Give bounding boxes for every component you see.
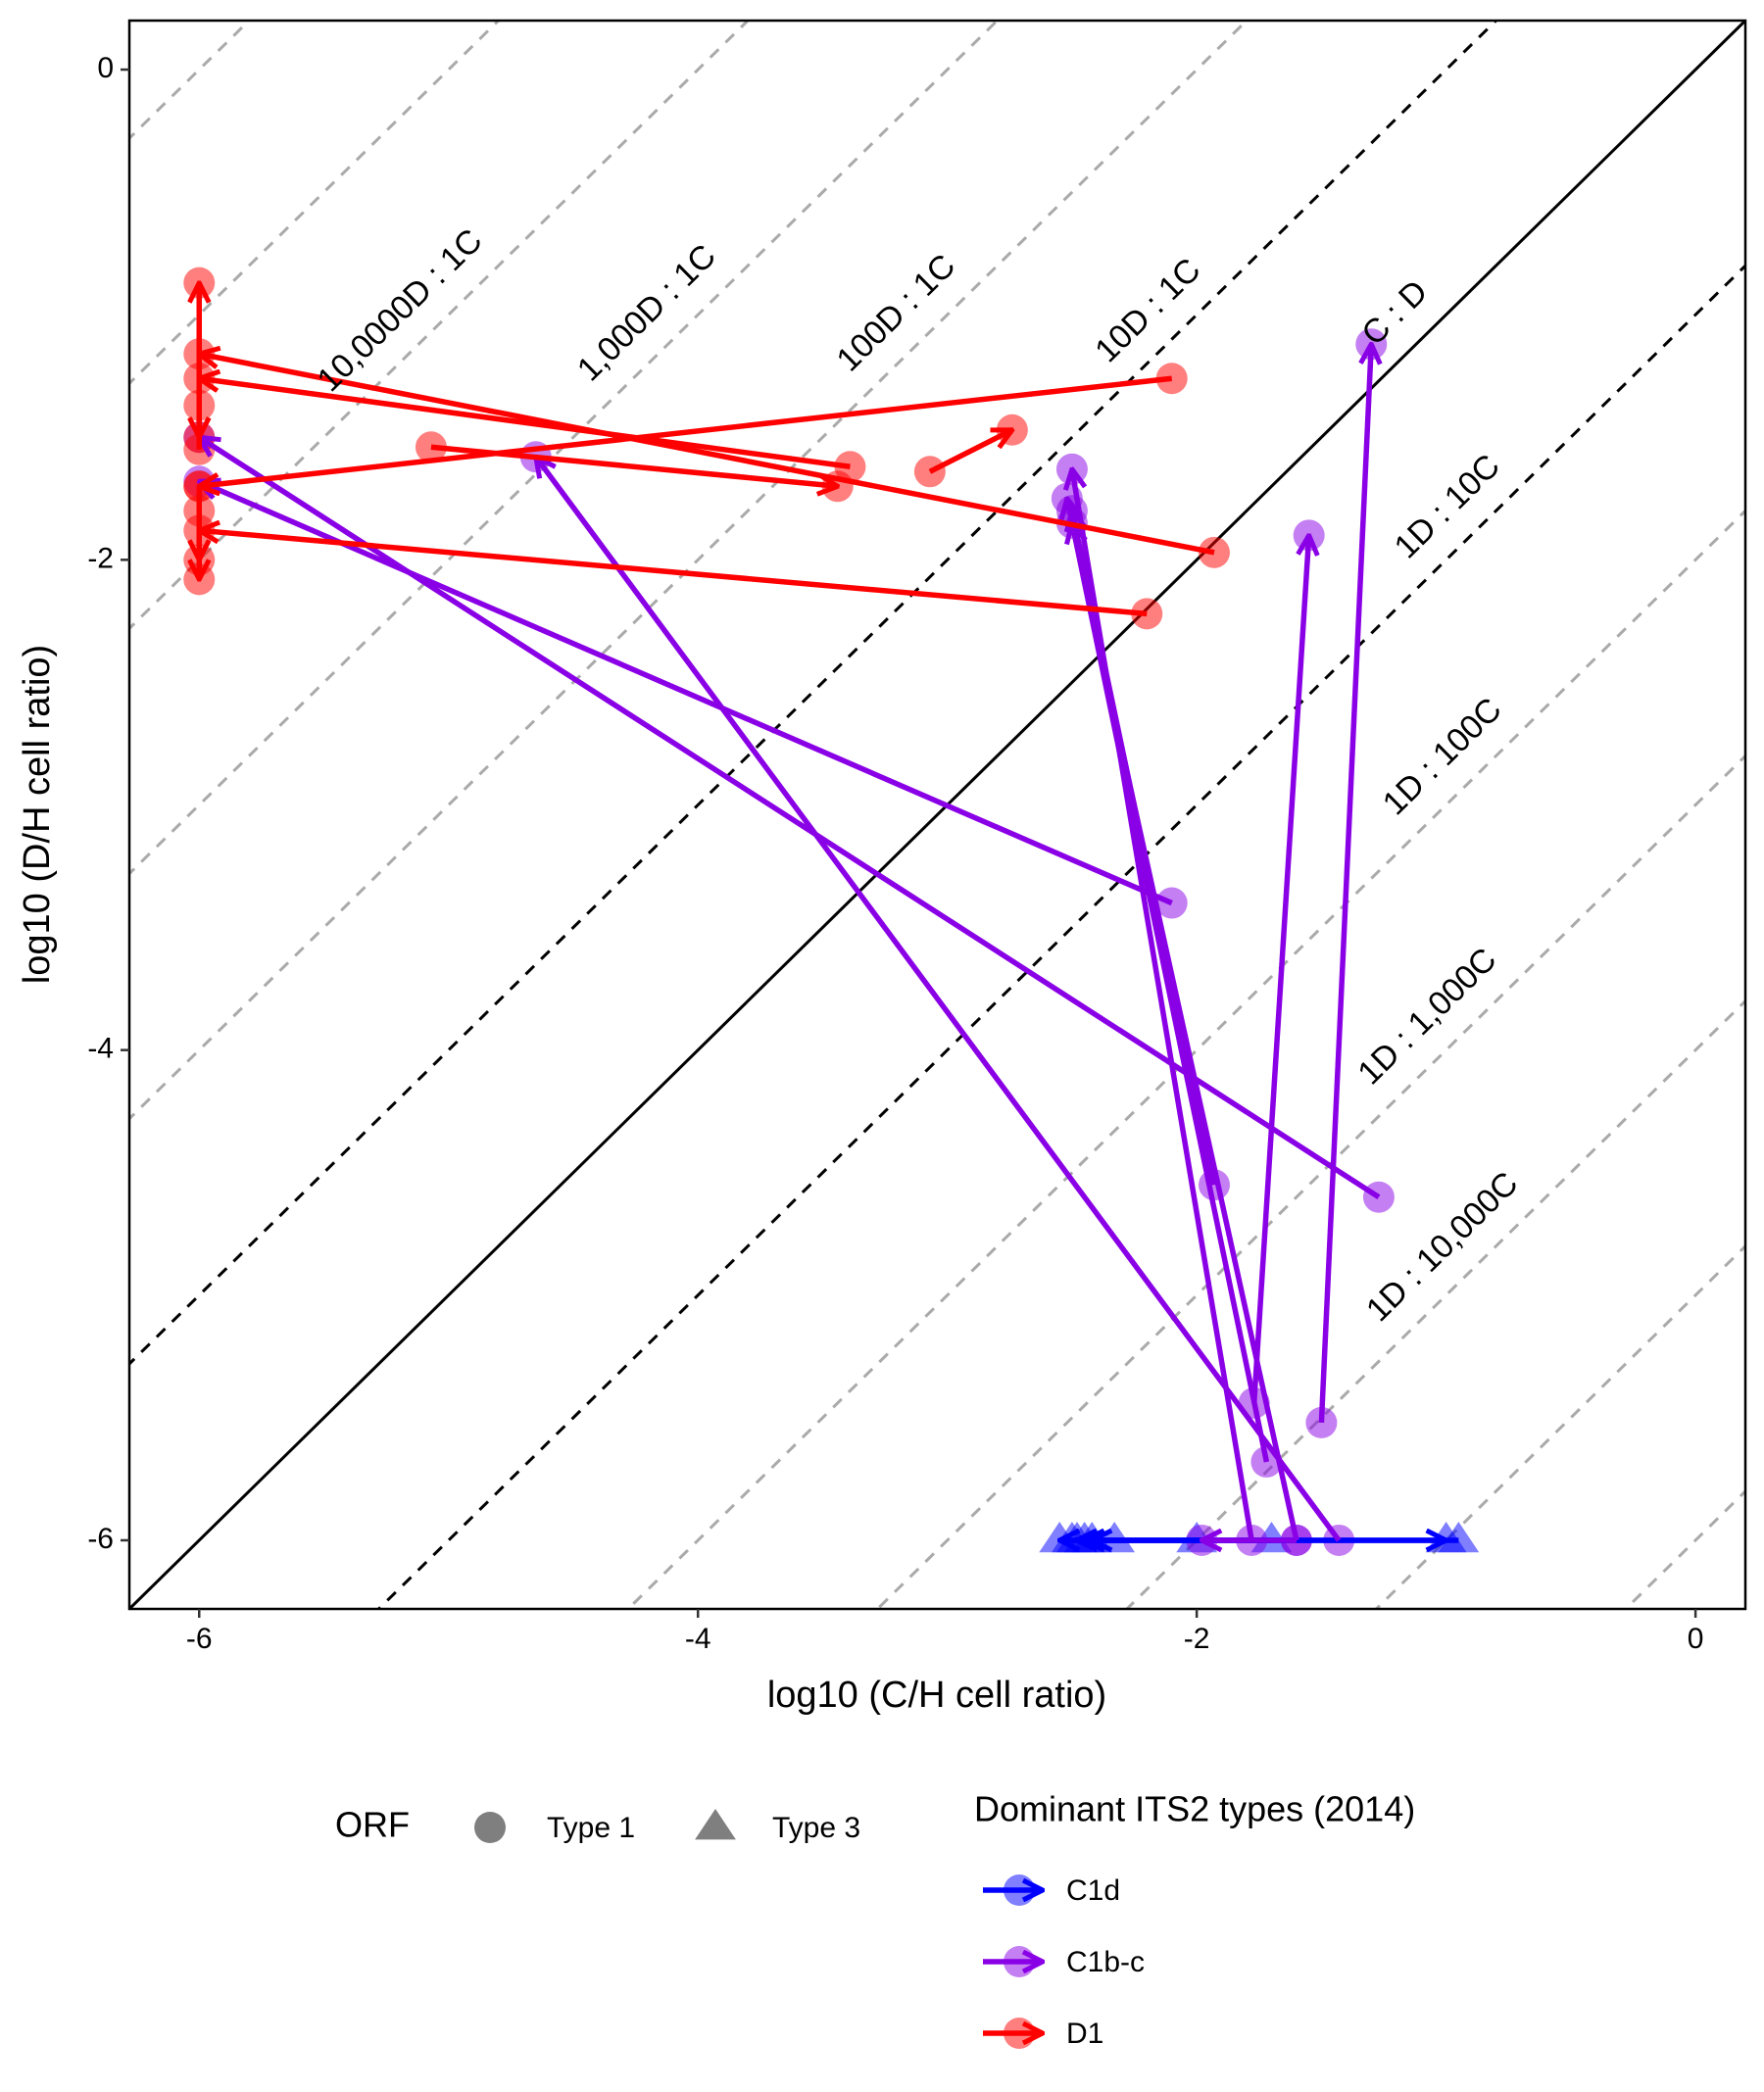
y-tick-label: 0 bbox=[97, 52, 114, 84]
y-axis-title: log10 (D/H cell ratio) bbox=[17, 645, 58, 984]
legend-shape bbox=[474, 1812, 506, 1843]
change-arrow bbox=[199, 354, 1215, 556]
legend-label: C1b-c bbox=[1066, 1946, 1145, 1978]
change-arrow bbox=[1250, 535, 1309, 1404]
legend-label: C1d bbox=[1066, 1874, 1120, 1907]
change-arrow bbox=[199, 375, 1173, 486]
legend-label: Type 3 bbox=[772, 1812, 860, 1844]
change-arrow bbox=[199, 481, 1173, 906]
color-legend-title: Dominant ITS2 types (2014) bbox=[974, 1789, 1415, 1829]
ratio-line bbox=[129, 21, 1745, 1609]
change-arrow bbox=[1318, 344, 1371, 1424]
shape-legend-title: ORF bbox=[335, 1805, 410, 1845]
legend-label: Type 1 bbox=[547, 1812, 635, 1844]
legend-shape bbox=[695, 1809, 736, 1840]
y-tick-label: -2 bbox=[87, 542, 114, 574]
change-arrow bbox=[536, 457, 1342, 1542]
change-arrow bbox=[199, 378, 851, 470]
panel-border bbox=[127, 19, 1747, 1611]
y-tick-label: -6 bbox=[87, 1523, 114, 1555]
change-arrow bbox=[1072, 469, 1254, 1541]
x-tick-label: -6 bbox=[186, 1623, 213, 1655]
x-tick-label: 0 bbox=[1688, 1623, 1704, 1655]
legend-label: D1 bbox=[1066, 2018, 1103, 2050]
change-arrow bbox=[928, 430, 1012, 474]
x-tick-label: -2 bbox=[1184, 1623, 1210, 1655]
change-arrow bbox=[430, 444, 838, 486]
x-tick-label: -4 bbox=[685, 1623, 711, 1655]
change-arrow bbox=[199, 530, 1148, 617]
y-tick-label: -4 bbox=[87, 1033, 114, 1065]
x-axis-title: log10 (C/H cell ratio) bbox=[767, 1675, 1106, 1716]
